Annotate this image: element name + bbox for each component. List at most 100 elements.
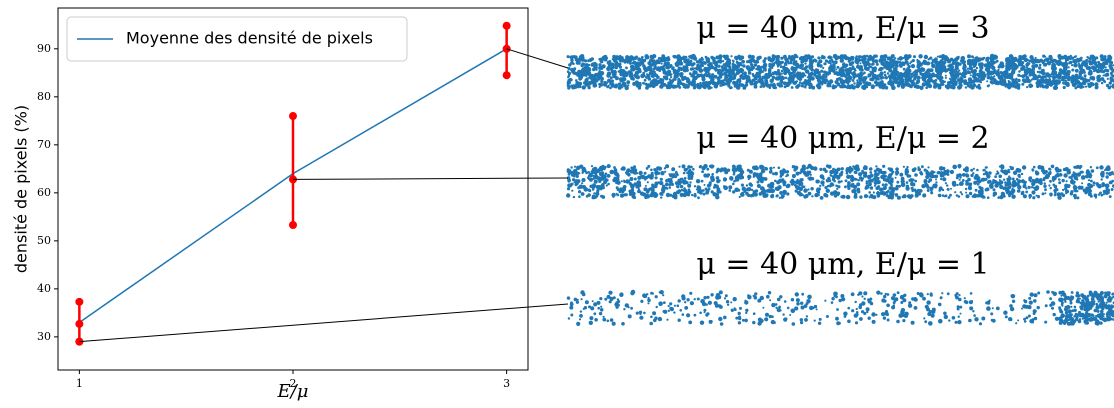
dot bbox=[964, 166, 969, 171]
dot bbox=[1074, 317, 1079, 322]
dot bbox=[574, 58, 579, 62]
dot bbox=[593, 83, 596, 86]
dot bbox=[1014, 84, 1019, 88]
dot bbox=[623, 179, 626, 182]
dot bbox=[1073, 62, 1078, 68]
dot bbox=[691, 54, 697, 60]
dot bbox=[861, 170, 865, 175]
dot bbox=[621, 58, 625, 63]
dot bbox=[972, 167, 976, 170]
dot bbox=[870, 85, 875, 90]
dot bbox=[994, 183, 999, 188]
dot bbox=[598, 63, 602, 67]
dot bbox=[578, 81, 581, 85]
dot bbox=[798, 186, 803, 192]
dot bbox=[693, 298, 696, 301]
dot bbox=[707, 85, 712, 90]
dot bbox=[1052, 71, 1057, 76]
dot bbox=[916, 79, 921, 84]
dot bbox=[1073, 175, 1078, 181]
dot bbox=[769, 83, 773, 87]
dot bbox=[795, 62, 800, 68]
dot bbox=[1011, 184, 1016, 188]
dot bbox=[874, 59, 879, 64]
dot bbox=[980, 73, 985, 78]
dot bbox=[1037, 165, 1042, 170]
dot bbox=[766, 83, 771, 88]
dot bbox=[1092, 314, 1095, 318]
dot bbox=[652, 70, 656, 74]
dot bbox=[928, 73, 932, 76]
dot bbox=[956, 173, 960, 178]
dot bbox=[593, 195, 597, 200]
dot bbox=[740, 183, 745, 187]
dot bbox=[644, 184, 647, 187]
dot bbox=[1031, 68, 1035, 72]
dot bbox=[747, 193, 751, 198]
dot bbox=[807, 188, 810, 191]
dot bbox=[802, 185, 806, 189]
dot bbox=[664, 170, 667, 173]
dot bbox=[598, 74, 602, 79]
dot bbox=[934, 79, 938, 82]
dot bbox=[876, 180, 881, 185]
dot bbox=[706, 167, 710, 171]
dot bbox=[633, 177, 637, 181]
dot bbox=[963, 79, 968, 83]
dot bbox=[661, 57, 666, 62]
dot bbox=[900, 179, 905, 184]
dot bbox=[974, 189, 978, 192]
dot bbox=[952, 180, 957, 185]
dot bbox=[965, 182, 969, 186]
dot bbox=[679, 184, 684, 189]
dot bbox=[813, 58, 817, 62]
dot bbox=[987, 84, 991, 87]
dot bbox=[1105, 175, 1109, 179]
dot bbox=[882, 185, 887, 191]
dot bbox=[791, 165, 796, 169]
dot bbox=[1097, 183, 1102, 189]
dot bbox=[683, 176, 687, 180]
dot bbox=[871, 56, 875, 60]
dot bbox=[839, 58, 844, 63]
dot bbox=[917, 167, 921, 172]
dot bbox=[665, 178, 669, 183]
dot bbox=[858, 73, 862, 78]
dot bbox=[646, 181, 649, 184]
dot bbox=[637, 57, 641, 62]
dot bbox=[873, 169, 877, 173]
dot bbox=[1049, 168, 1052, 171]
dot bbox=[817, 85, 822, 90]
dot bbox=[776, 297, 781, 302]
dot bbox=[894, 176, 897, 179]
dot bbox=[567, 317, 571, 320]
dot bbox=[739, 306, 742, 310]
dot bbox=[1095, 56, 1099, 60]
dot bbox=[887, 57, 890, 61]
dot bbox=[774, 186, 779, 191]
dot bbox=[1064, 187, 1067, 191]
dot bbox=[1045, 175, 1050, 179]
dot bbox=[1069, 301, 1073, 305]
dot bbox=[969, 306, 974, 311]
dot bbox=[1064, 317, 1068, 321]
dot bbox=[799, 318, 803, 322]
dot bbox=[767, 291, 772, 295]
dot bbox=[1008, 67, 1011, 71]
dot bbox=[937, 170, 941, 174]
dot bbox=[596, 300, 601, 305]
dot bbox=[1038, 70, 1041, 74]
dot bbox=[928, 321, 933, 326]
dot bbox=[580, 192, 585, 196]
dot bbox=[938, 189, 941, 192]
dot bbox=[995, 306, 1000, 311]
dot bbox=[568, 85, 571, 89]
dot bbox=[1087, 83, 1092, 89]
dot bbox=[906, 55, 910, 59]
dot bbox=[771, 302, 776, 308]
dot bbox=[693, 70, 698, 75]
dot bbox=[763, 59, 766, 62]
dot bbox=[871, 179, 874, 183]
dot bbox=[718, 56, 723, 60]
dot bbox=[579, 164, 584, 169]
